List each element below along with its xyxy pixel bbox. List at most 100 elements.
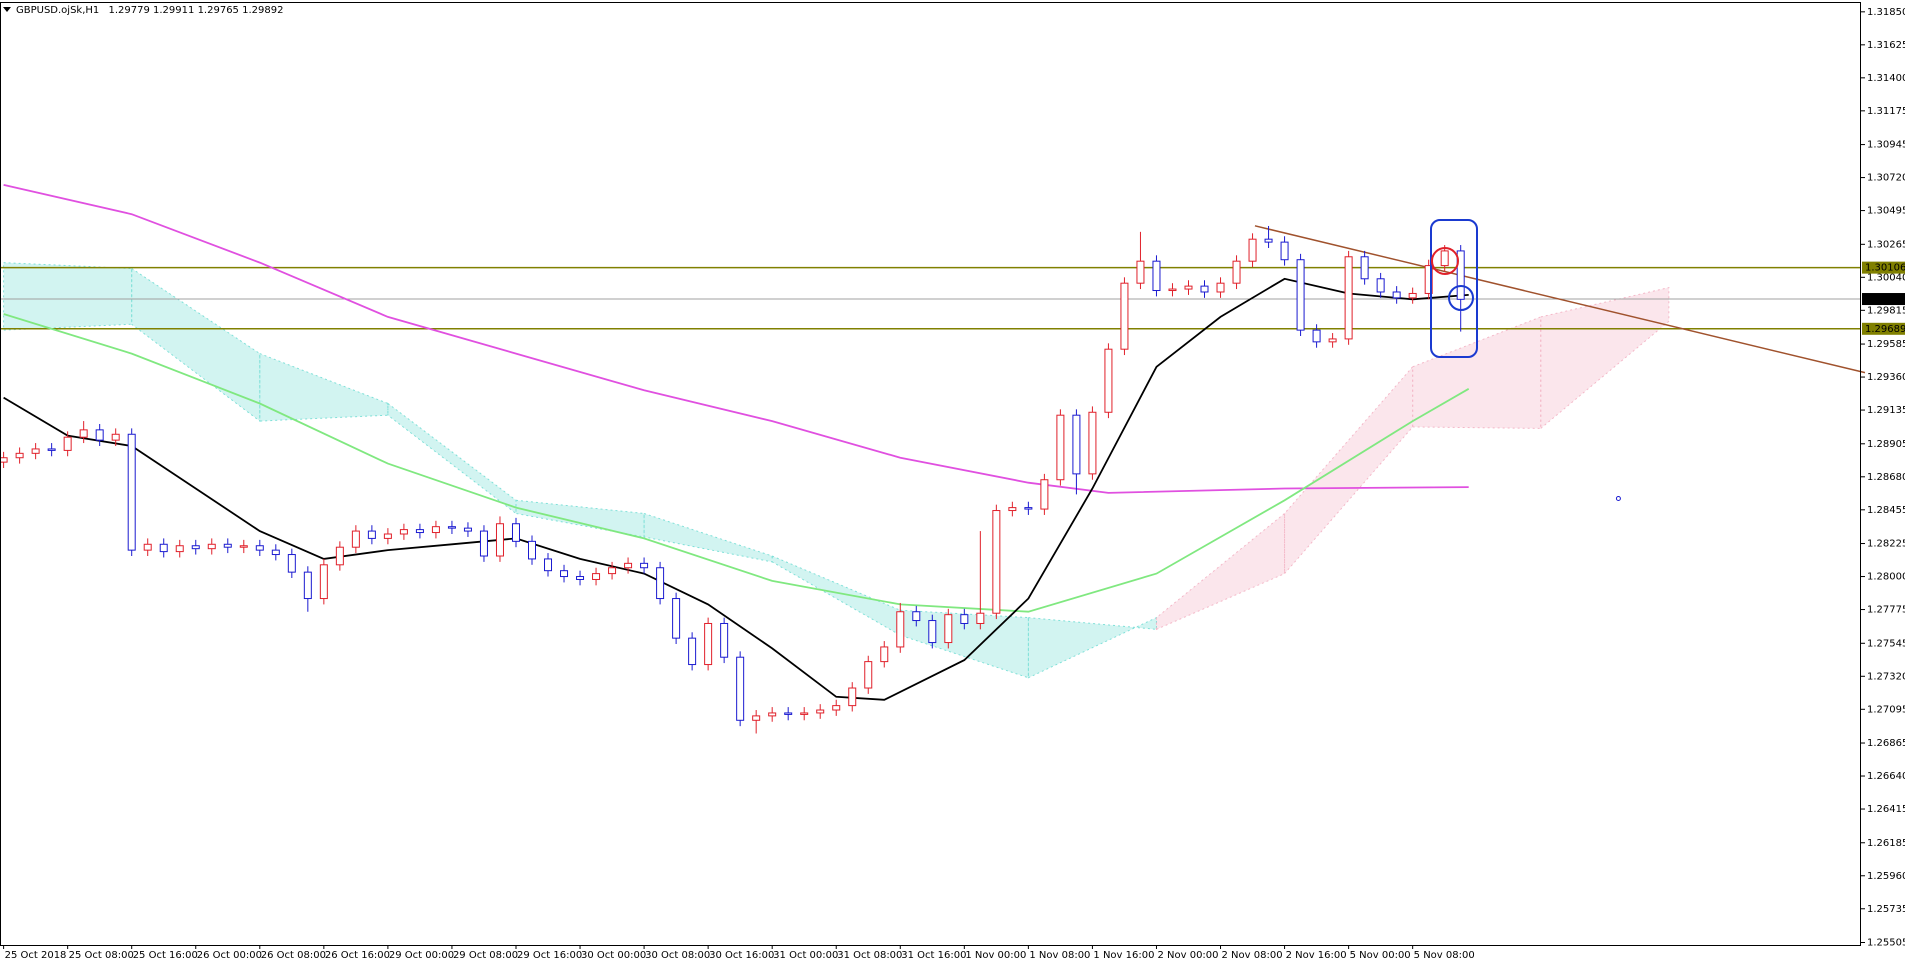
candle-body xyxy=(207,543,216,550)
x-tick-label: 2 Nov 16:00 xyxy=(1286,950,1347,961)
candle-body xyxy=(415,529,424,534)
candle xyxy=(1104,343,1113,419)
candle-body xyxy=(335,546,344,566)
candle-body xyxy=(672,598,681,639)
candle-body xyxy=(912,611,921,622)
candle-body xyxy=(1104,348,1113,413)
candle xyxy=(688,632,697,671)
candle-body xyxy=(143,543,152,551)
x-tick-label: 26 Oct 08:00 xyxy=(261,950,326,961)
y-tick-label: 1.25505 xyxy=(1867,938,1905,949)
candle xyxy=(143,538,152,557)
candle xyxy=(319,558,328,605)
candle xyxy=(1040,473,1049,515)
y-tick-label: 1.27545 xyxy=(1867,638,1905,649)
y-tick-label: 1.31850 xyxy=(1867,7,1905,18)
y-tick-label: 1.31400 xyxy=(1867,73,1905,84)
candle xyxy=(1392,286,1401,304)
candle xyxy=(303,566,312,612)
candle xyxy=(1296,253,1305,336)
dropdown-icon xyxy=(3,7,11,12)
candle xyxy=(784,707,793,721)
candle xyxy=(223,538,232,554)
candle xyxy=(832,699,841,716)
candle-body xyxy=(383,533,392,539)
candle xyxy=(111,428,120,446)
cloud-segment xyxy=(1284,365,1414,575)
candle xyxy=(367,525,376,545)
candle-body xyxy=(736,656,745,721)
candle-body xyxy=(447,526,456,529)
candle xyxy=(127,428,136,557)
candle xyxy=(1312,324,1321,348)
candle-body xyxy=(1184,285,1193,290)
candle-body xyxy=(944,614,953,644)
candle xyxy=(800,707,809,721)
candle-body xyxy=(720,622,729,658)
plot-frame xyxy=(0,2,1861,946)
candle xyxy=(976,531,985,630)
candle xyxy=(95,423,104,446)
candle xyxy=(207,538,216,555)
cloud-segment xyxy=(387,402,517,515)
candle-body xyxy=(175,545,184,553)
candle-body xyxy=(544,558,553,572)
candle-body xyxy=(1392,291,1401,299)
candle xyxy=(351,525,360,554)
candle-body xyxy=(592,573,601,580)
candle-body xyxy=(880,646,889,663)
candle xyxy=(912,605,921,627)
candle-body xyxy=(608,567,617,575)
moving-average xyxy=(3,184,1469,494)
candle xyxy=(656,561,665,605)
cloud-segment xyxy=(259,352,389,422)
candle xyxy=(1216,277,1225,298)
level-label-bg xyxy=(1862,261,1905,274)
candle xyxy=(1264,225,1273,248)
plot-area xyxy=(0,184,1866,734)
x-tick-label: 5 Nov 00:00 xyxy=(1350,950,1411,961)
header-high: 1.29911 xyxy=(153,5,194,16)
y-tick-label: 1.25960 xyxy=(1867,871,1905,882)
highlight-circle-red xyxy=(1431,247,1459,275)
candle-body xyxy=(319,564,328,600)
x-tick-label: 30 Oct 00:00 xyxy=(581,950,646,961)
cloud-segment xyxy=(3,262,133,331)
candle xyxy=(704,617,713,671)
candle xyxy=(255,539,264,557)
candle xyxy=(768,707,777,722)
candle-body xyxy=(1040,479,1049,510)
candle-body xyxy=(784,712,793,715)
candle-body xyxy=(239,545,248,548)
candle xyxy=(447,520,456,535)
x-tick-label: 30 Oct 08:00 xyxy=(645,950,710,961)
y-tick-label: 1.28000 xyxy=(1867,572,1905,583)
candle xyxy=(31,443,40,460)
x-tick-label: 1 Nov 00:00 xyxy=(965,950,1026,961)
candle xyxy=(1456,245,1465,332)
candle xyxy=(15,447,24,464)
candle xyxy=(880,641,889,668)
x-tick-label: 1 Nov 16:00 xyxy=(1093,950,1154,961)
candle-body xyxy=(800,712,809,715)
candle xyxy=(239,539,248,554)
y-tick-label: 1.29585 xyxy=(1867,339,1905,350)
x-tick-label: 29 Oct 16:00 xyxy=(517,950,582,961)
cloud-segment xyxy=(1027,616,1157,679)
candle xyxy=(1344,250,1353,345)
moving-average xyxy=(3,277,1469,701)
x-tick-label: 5 Nov 08:00 xyxy=(1414,950,1475,961)
candle-body xyxy=(1088,411,1097,475)
candle xyxy=(736,651,745,727)
candle xyxy=(672,592,681,645)
candle xyxy=(1376,272,1385,298)
candle-body xyxy=(1168,288,1177,292)
candle-body xyxy=(0,457,8,463)
candle-body xyxy=(1008,507,1017,512)
candle-body xyxy=(1360,256,1369,280)
candle-body xyxy=(1456,250,1465,300)
candle-body xyxy=(127,433,136,551)
candle-body xyxy=(287,554,296,573)
x-tick-label: 31 Oct 00:00 xyxy=(773,950,838,961)
x-tick-label: 31 Oct 08:00 xyxy=(837,950,902,961)
